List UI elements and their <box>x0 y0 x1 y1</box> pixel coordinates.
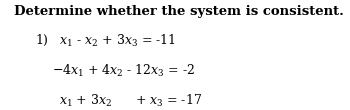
Text: $x_1$ + $3x_2$      + $x_3$ = -17: $x_1$ + $3x_2$ + $x_3$ = -17 <box>59 92 202 108</box>
Text: $-4x_1$ + $4x_2$ - $12x_3$ = -2: $-4x_1$ + $4x_2$ - $12x_3$ = -2 <box>52 63 195 79</box>
Text: Determine whether the system is consistent.: Determine whether the system is consiste… <box>14 6 344 18</box>
Text: 1)   $x_1$ - $x_2$ + 3$x_3$ = -11: 1) $x_1$ - $x_2$ + 3$x_3$ = -11 <box>35 33 176 48</box>
